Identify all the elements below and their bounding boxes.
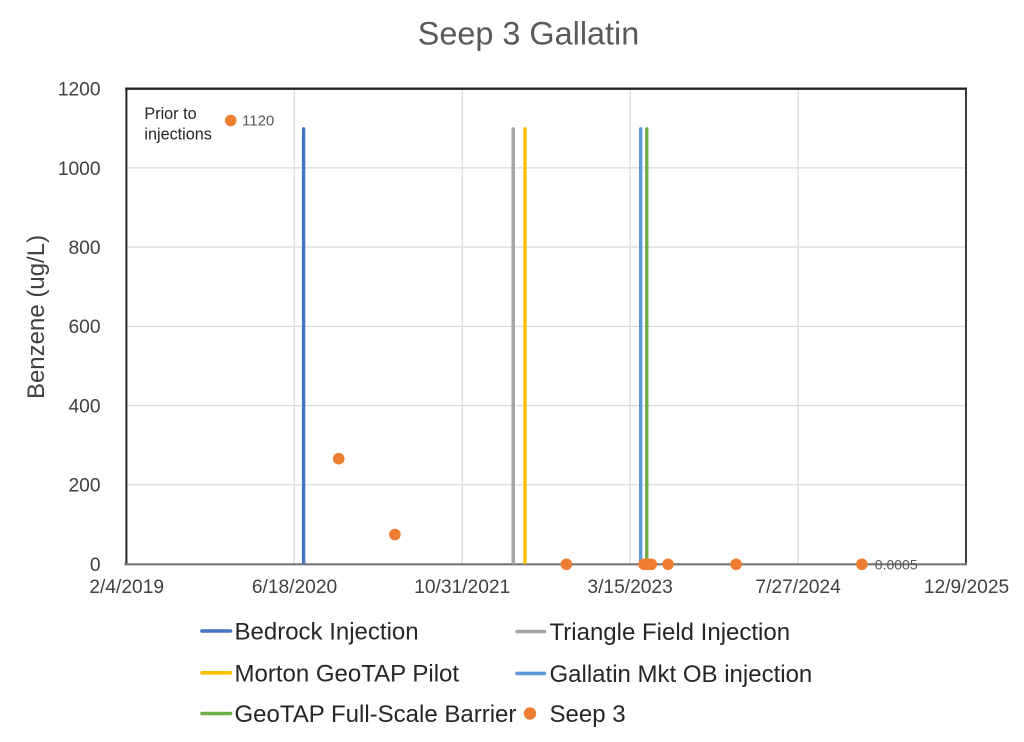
svg-text:0: 0 [90,555,101,576]
svg-text:Gallatin Mkt OB injection: Gallatin Mkt OB injection [550,661,813,688]
svg-text:Seep 3 Gallatin: Seep 3 Gallatin [418,15,639,51]
svg-text:6/18/2020: 6/18/2020 [252,577,337,598]
svg-text:800: 800 [68,238,100,259]
svg-text:Morton GeoTAP Pilot: Morton GeoTAP Pilot [235,660,460,687]
svg-text:2/4/2019: 2/4/2019 [89,577,164,598]
svg-text:1200: 1200 [58,80,101,101]
svg-text:Triangle Field Injection: Triangle Field Injection [550,619,791,646]
svg-text:600: 600 [68,317,100,338]
svg-text:Benzene (ug/L): Benzene (ug/L) [23,235,50,399]
svg-text:200: 200 [68,476,100,497]
svg-text:10/31/2021: 10/31/2021 [414,577,510,598]
svg-text:400: 400 [68,396,100,417]
svg-text:7/27/2024: 7/27/2024 [755,577,841,598]
svg-text:1120: 1120 [242,113,274,130]
svg-text:GeoTAP Full-Scale Barrier: GeoTAP Full-Scale Barrier [235,701,517,728]
svg-text:injections: injections [144,125,212,143]
svg-text:Bedrock Injection: Bedrock Injection [235,619,419,646]
svg-text:3/15/2023: 3/15/2023 [587,577,672,598]
svg-text:0.0005: 0.0005 [875,557,918,573]
svg-text:Seep 3: Seep 3 [550,701,626,728]
svg-text:1000: 1000 [58,159,101,180]
svg-text:12/9/2025: 12/9/2025 [924,577,1009,598]
svg-text:Prior to: Prior to [144,105,196,123]
